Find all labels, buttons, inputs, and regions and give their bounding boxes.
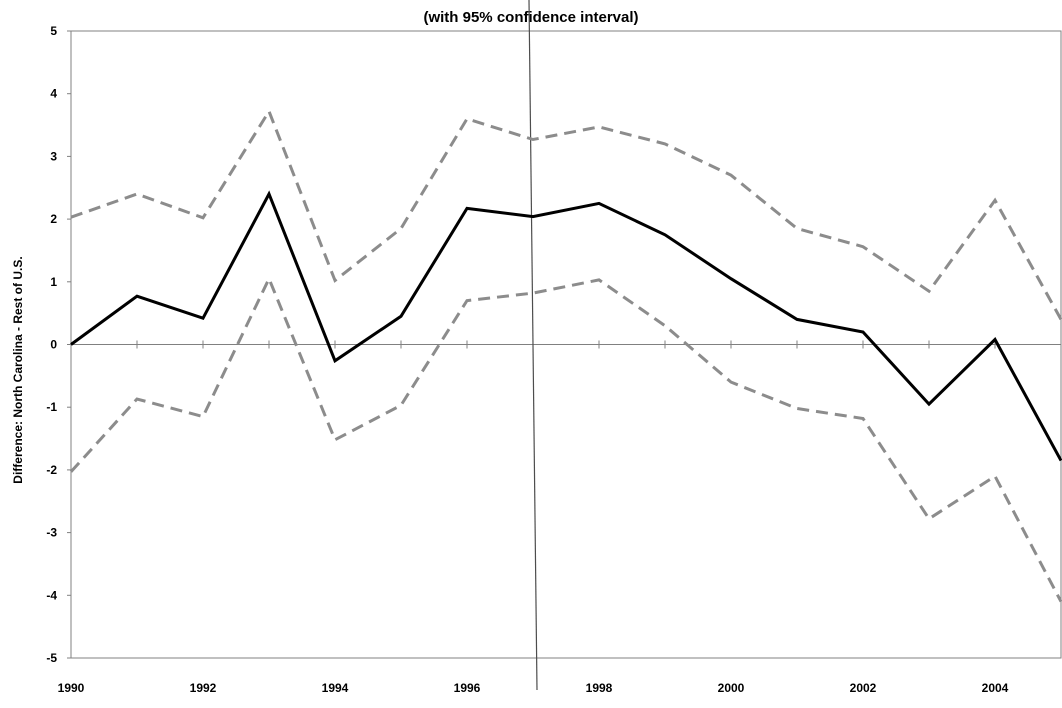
upper-ci-line xyxy=(70,107,1062,321)
x-tick-label: 1996 xyxy=(454,681,481,695)
reference-vertical-line xyxy=(528,0,538,691)
chart-subtitle: (with 95% confidence interval) xyxy=(423,9,638,26)
y-axis-label: Difference: North Carolina - Rest of U.S… xyxy=(11,256,25,483)
x-axis: 1990 1992 1994 1996 1998 2000 2002 2004 xyxy=(58,0,1062,695)
y-tick-label: 3 xyxy=(50,149,57,163)
y-tick-label: 2 xyxy=(50,212,57,226)
x-tick-label: 1998 xyxy=(586,681,613,695)
x-tick-label: 2002 xyxy=(850,681,877,695)
y-axis: 5 4 3 2 1 0 -1 -2 -3 -4 -5 xyxy=(46,24,71,665)
y-tick-label: -4 xyxy=(46,588,57,602)
y-tick-label: 4 xyxy=(50,87,57,101)
y-tick-label: -5 xyxy=(46,651,57,665)
series-layer xyxy=(69,107,1062,603)
estimate-line xyxy=(70,190,1062,462)
lower-ci-line xyxy=(69,275,1062,603)
x-tick-label: 1990 xyxy=(58,681,85,695)
y-tick-label: -2 xyxy=(46,463,57,477)
x-tick-label: 1992 xyxy=(190,681,217,695)
x-tick-label: 1994 xyxy=(322,681,349,695)
y-tick-label: -1 xyxy=(46,400,57,414)
y-tick-label: 0 xyxy=(50,338,57,352)
y-tick-label: 1 xyxy=(50,275,57,289)
y-tick-label: -3 xyxy=(46,526,57,540)
x-tick-label: 2004 xyxy=(982,681,1009,695)
y-tick-label: 5 xyxy=(50,24,57,38)
x-tick-label: 2000 xyxy=(718,681,745,695)
